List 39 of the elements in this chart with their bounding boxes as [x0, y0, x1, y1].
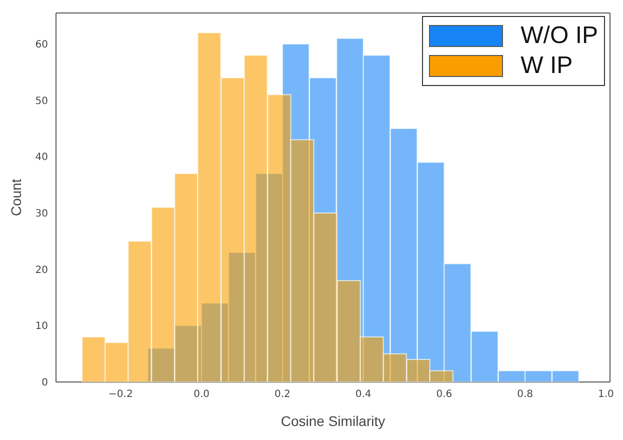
x-tick-label: 0.8 — [517, 389, 534, 400]
x-axis-title: Cosine Similarity — [280, 413, 386, 429]
bar — [197, 32, 222, 382]
bar — [429, 370, 454, 382]
bar — [128, 240, 152, 382]
bar — [244, 54, 268, 382]
bar — [174, 173, 198, 382]
x-tick-label: 1.0 — [598, 389, 614, 400]
y-tick-label: 20 — [35, 264, 48, 276]
bar — [151, 206, 176, 382]
bar — [290, 139, 314, 382]
x-tick-label: 0.4 — [355, 389, 372, 400]
x-tick-label: 0.6 — [436, 389, 452, 400]
y-tick-label: 10 — [35, 321, 48, 332]
x-tick-label: −0.2 — [108, 389, 133, 400]
x-tick-label: 0.2 — [274, 389, 290, 400]
bar — [336, 280, 361, 382]
y-tick-label: 0 — [42, 378, 48, 389]
bar — [220, 77, 245, 382]
bar — [444, 263, 472, 382]
bar — [360, 336, 384, 382]
bar — [552, 370, 580, 382]
legend-label: W IP — [520, 52, 573, 80]
x-tick-label: 0.0 — [194, 389, 210, 400]
bar — [406, 358, 430, 382]
y-tick-label: 30 — [35, 208, 48, 220]
bar — [82, 336, 106, 382]
bar — [382, 353, 407, 382]
bar — [313, 212, 338, 382]
bar — [470, 330, 498, 382]
bar — [524, 370, 552, 382]
bar — [498, 370, 526, 382]
legend-label: W/O IP — [520, 22, 598, 50]
y-tick-label: 60 — [35, 40, 48, 51]
bar — [267, 94, 292, 382]
y-axis-title: Count — [8, 178, 24, 216]
bar — [104, 342, 129, 382]
y-tick-label: 50 — [35, 96, 48, 107]
y-tick-label: 40 — [35, 152, 48, 164]
